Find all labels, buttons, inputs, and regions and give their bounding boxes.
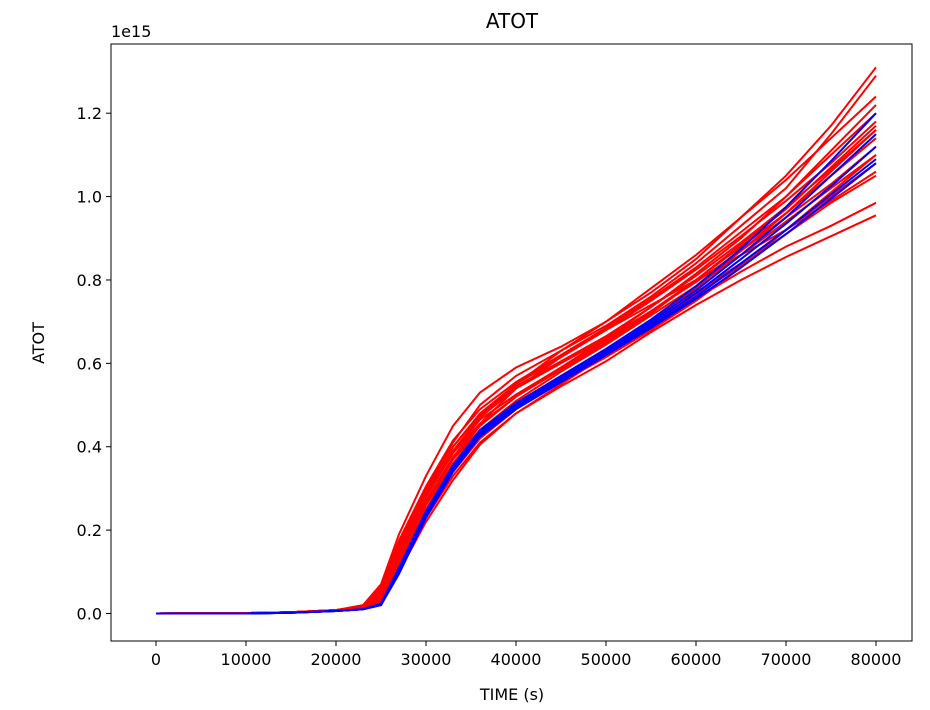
chart-title: ATOT bbox=[486, 9, 539, 33]
ensemble-series-line-6 bbox=[155, 214, 877, 615]
x-tick-label: 70000 bbox=[761, 650, 812, 669]
series-layer bbox=[155, 66, 877, 615]
ensemble-series-line-14 bbox=[155, 145, 877, 615]
x-tick-label: 10000 bbox=[221, 650, 272, 669]
y-tick-label: 1.2 bbox=[77, 104, 102, 123]
y-axis-label: ATOT bbox=[29, 322, 48, 364]
ensemble-series-line-16 bbox=[155, 112, 877, 615]
x-tick-label: 40000 bbox=[491, 650, 542, 669]
y-tick-label: 1.0 bbox=[77, 188, 102, 207]
ensemble-series-line-1 bbox=[155, 75, 877, 615]
reference-series-line-21 bbox=[156, 112, 877, 615]
x-axis-label: TIME (s) bbox=[479, 685, 544, 704]
x-tick-label: 80000 bbox=[851, 650, 902, 669]
y-axis: 0.0 0.2 0.4 0.6 0.8 1.0 1.2 bbox=[77, 104, 111, 623]
ensemble-series-line-2 bbox=[155, 66, 877, 615]
ensemble-series-line-11 bbox=[155, 104, 877, 615]
x-tick-label: 20000 bbox=[311, 650, 362, 669]
y-tick-label: 0.2 bbox=[77, 521, 102, 540]
y-tick-label: 0.6 bbox=[77, 354, 102, 373]
plot-frame bbox=[110, 43, 913, 642]
x-tick-label: 30000 bbox=[401, 650, 452, 669]
ensemble-series-line-15 bbox=[155, 124, 877, 615]
y-tick-label: 0.0 bbox=[77, 604, 102, 623]
reference-series-line-22 bbox=[156, 145, 877, 615]
x-axis: 0 10000 20000 30000 40000 50000 60000 70000 8000… bbox=[151, 641, 902, 669]
y-offset-label: 1e15 bbox=[111, 22, 151, 41]
x-tick-label: 0 bbox=[151, 650, 161, 669]
y-tick-label: 0.4 bbox=[77, 438, 102, 457]
reference-series-line-19 bbox=[156, 133, 877, 615]
y-tick-label: 0.8 bbox=[77, 271, 102, 290]
x-tick-label: 50000 bbox=[581, 650, 632, 669]
ensemble-series-line-7 bbox=[155, 95, 877, 615]
x-tick-label: 60000 bbox=[671, 650, 722, 669]
